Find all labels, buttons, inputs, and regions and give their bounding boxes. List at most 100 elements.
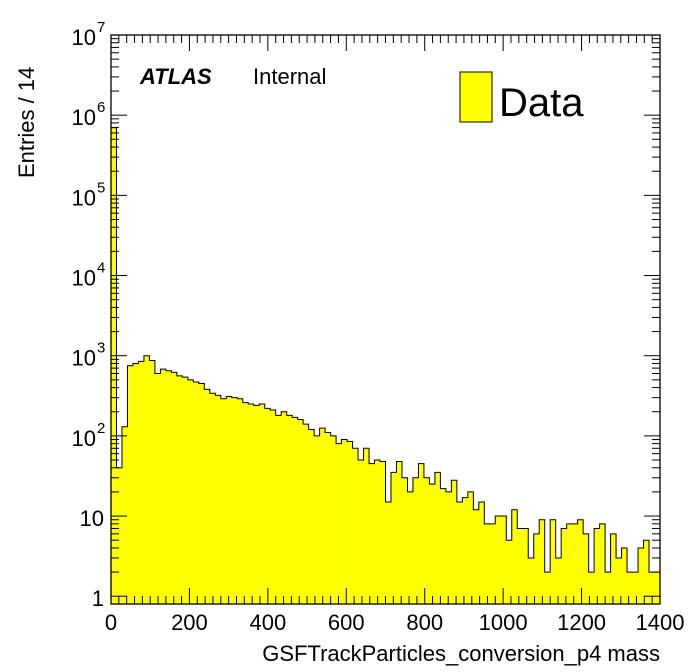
histogram-bar: [204, 389, 211, 604]
histogram-bar: [484, 523, 491, 604]
histogram-bar: [347, 441, 353, 604]
histogram-bar: [451, 480, 458, 604]
histogram-bar: [314, 435, 320, 604]
histogram-bar: [390, 472, 397, 604]
y-tick-label: 10: [72, 266, 96, 291]
histogram-bar: [176, 375, 183, 604]
histogram-bar: [308, 429, 315, 604]
histogram-bar: [242, 402, 249, 604]
histogram-bar: [297, 419, 304, 604]
histogram-bar: [121, 426, 128, 604]
histogram-bar: [127, 365, 134, 604]
histogram-bar: [418, 463, 425, 604]
histogram-bar: [555, 557, 562, 604]
histogram-bar: [539, 519, 546, 604]
y-tick-label: 10: [72, 346, 96, 371]
histogram-bar: [143, 355, 150, 604]
histogram-bar: [182, 377, 189, 604]
histogram-bar: [616, 557, 622, 604]
histogram-bar: [363, 448, 370, 604]
histogram-bar: [369, 463, 375, 604]
histogram-bar: [330, 435, 337, 604]
y-tick-label: 10: [72, 426, 96, 451]
histogram-bar: [566, 523, 573, 604]
histogram-bar: [544, 572, 551, 604]
internal-label: Internal: [253, 64, 326, 89]
histogram-bar: [281, 411, 287, 604]
histogram-bar: [528, 557, 535, 604]
histogram-bar: [138, 361, 145, 604]
histogram-bar: [187, 379, 194, 604]
histogram-bar: [231, 397, 238, 604]
histogram-bar: [638, 547, 644, 604]
histogram-bar: [440, 488, 447, 604]
histogram-bar: [561, 528, 567, 604]
histogram-bar: [275, 415, 282, 604]
histogram-bar: [429, 484, 436, 604]
histogram-bar: [467, 491, 474, 604]
histogram-bar: [111, 127, 117, 604]
y-tick-exponent: 5: [97, 179, 105, 196]
histogram-bar: [583, 533, 589, 604]
histogram-bar: [649, 572, 655, 604]
histogram-bar: [478, 501, 485, 604]
histogram-bar: [286, 415, 293, 604]
histogram-bar: [319, 428, 326, 604]
histogram-bar: [412, 477, 419, 604]
y-tick-label: 10: [72, 185, 96, 210]
histogram-bar: [572, 523, 578, 604]
histogram-bar: [550, 519, 556, 604]
histogram-bar: [577, 519, 584, 604]
atlas-label: ATLAS: [139, 64, 212, 89]
histogram-bar: [495, 516, 502, 604]
histogram-bar: [621, 547, 628, 604]
y-tick-label: 10: [72, 25, 96, 50]
histogram-bar: [423, 477, 430, 604]
histogram-bar: [401, 477, 408, 604]
legend-swatch: [459, 71, 493, 123]
y-tick-label: 10: [80, 506, 104, 531]
x-axis-ticks: 0 200 400 600 800 1000 1200 1400: [105, 35, 684, 635]
histogram-bars: [111, 127, 661, 604]
histogram-bar: [517, 528, 524, 604]
histogram-bar: [599, 523, 606, 604]
legend: Data: [459, 71, 584, 125]
histogram-bar: [220, 398, 227, 604]
histogram-bar: [434, 472, 441, 604]
histogram-bar: [270, 410, 276, 604]
histogram-bar: [627, 572, 633, 604]
histogram-bar: [132, 363, 139, 604]
histogram-bar: [533, 533, 540, 604]
histogram-bar: [632, 572, 639, 604]
x-tick-label: 400: [249, 610, 286, 635]
y-tick-exponent: 7: [97, 19, 105, 36]
histogram-bar: [489, 523, 496, 604]
histogram-bar: [292, 417, 298, 604]
histogram-bar: [259, 403, 266, 604]
y-tick-exponent: 3: [97, 340, 105, 357]
histogram-bar: [226, 396, 233, 604]
histogram-bar: [445, 491, 452, 604]
histogram-bar: [594, 528, 600, 604]
histogram-bar: [215, 395, 222, 604]
histogram-bar: [407, 491, 414, 604]
histogram-bar: [116, 467, 123, 604]
histogram-bar: [303, 424, 309, 604]
x-tick-label: 1200: [557, 610, 606, 635]
y-tick-exponent: 6: [97, 99, 105, 116]
histogram-bar: [643, 540, 650, 604]
x-tick-label: 0: [105, 610, 117, 635]
histogram-bar: [374, 460, 381, 604]
legend-entry-data: Data: [499, 81, 584, 125]
histogram-bar: [248, 403, 255, 604]
histogram-bar: [605, 572, 611, 604]
histogram-bar: [396, 461, 403, 604]
histogram-bar: [341, 439, 348, 604]
histogram-bar: [165, 370, 172, 604]
x-tick-label: 1000: [479, 610, 528, 635]
histogram-bar: [522, 528, 529, 604]
histogram-bar: [500, 516, 507, 604]
y-tick-exponent: 2: [97, 420, 105, 437]
